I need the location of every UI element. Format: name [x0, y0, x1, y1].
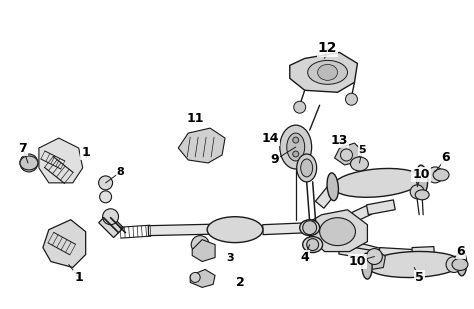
Polygon shape [335, 231, 362, 254]
Text: 6: 6 [442, 151, 450, 164]
Polygon shape [305, 222, 339, 234]
Ellipse shape [303, 237, 323, 252]
Circle shape [446, 256, 462, 273]
Circle shape [191, 236, 209, 254]
Ellipse shape [280, 125, 312, 169]
Ellipse shape [300, 220, 319, 236]
Circle shape [340, 149, 353, 161]
Polygon shape [178, 128, 225, 163]
Text: 12: 12 [318, 41, 337, 56]
Ellipse shape [207, 217, 263, 243]
Ellipse shape [327, 173, 338, 201]
Text: 2: 2 [236, 276, 245, 289]
Polygon shape [366, 200, 395, 215]
Text: 14: 14 [261, 132, 279, 145]
Ellipse shape [333, 168, 422, 197]
Ellipse shape [301, 159, 313, 177]
Circle shape [410, 185, 424, 199]
Circle shape [190, 273, 200, 282]
Polygon shape [416, 171, 435, 182]
Text: 10: 10 [349, 255, 366, 268]
Ellipse shape [415, 190, 429, 200]
Polygon shape [190, 269, 215, 287]
Ellipse shape [456, 250, 466, 276]
Ellipse shape [308, 61, 347, 84]
Polygon shape [335, 143, 362, 165]
Text: 7: 7 [18, 142, 27, 154]
Ellipse shape [433, 169, 449, 181]
Text: 1: 1 [74, 271, 83, 284]
Circle shape [99, 176, 112, 190]
Polygon shape [99, 213, 123, 238]
Ellipse shape [287, 133, 305, 161]
Polygon shape [339, 245, 370, 259]
Ellipse shape [350, 157, 368, 171]
Text: 4: 4 [301, 251, 309, 264]
Circle shape [303, 221, 317, 235]
Ellipse shape [416, 165, 428, 193]
Ellipse shape [318, 64, 337, 80]
Polygon shape [356, 243, 385, 259]
Ellipse shape [452, 259, 468, 270]
Text: 6: 6 [456, 245, 465, 258]
Circle shape [293, 137, 299, 143]
Text: 13: 13 [331, 133, 348, 146]
Circle shape [294, 101, 306, 113]
Circle shape [366, 248, 383, 265]
Circle shape [307, 239, 319, 251]
Text: 9: 9 [271, 154, 279, 167]
Polygon shape [263, 223, 310, 235]
Circle shape [346, 93, 357, 105]
Polygon shape [192, 239, 215, 261]
Polygon shape [412, 247, 434, 257]
Circle shape [100, 191, 111, 203]
Polygon shape [379, 248, 414, 260]
Circle shape [102, 209, 118, 225]
Ellipse shape [319, 218, 356, 246]
Text: 3: 3 [226, 252, 234, 263]
Ellipse shape [367, 252, 462, 277]
Text: 10: 10 [412, 168, 430, 181]
Circle shape [427, 167, 443, 183]
Ellipse shape [297, 154, 317, 182]
Polygon shape [39, 138, 82, 183]
Text: 1: 1 [82, 146, 90, 159]
Ellipse shape [20, 156, 38, 170]
Text: 11: 11 [186, 112, 204, 125]
Circle shape [20, 154, 38, 172]
Ellipse shape [362, 253, 372, 279]
Polygon shape [290, 53, 357, 92]
Polygon shape [336, 205, 372, 229]
Circle shape [293, 151, 299, 157]
Text: 5: 5 [415, 271, 424, 284]
Text: 5: 5 [359, 145, 366, 155]
Polygon shape [310, 210, 367, 252]
Polygon shape [315, 180, 342, 208]
Polygon shape [362, 250, 385, 269]
Text: 8: 8 [117, 167, 124, 177]
Polygon shape [148, 224, 235, 236]
Polygon shape [43, 220, 86, 268]
